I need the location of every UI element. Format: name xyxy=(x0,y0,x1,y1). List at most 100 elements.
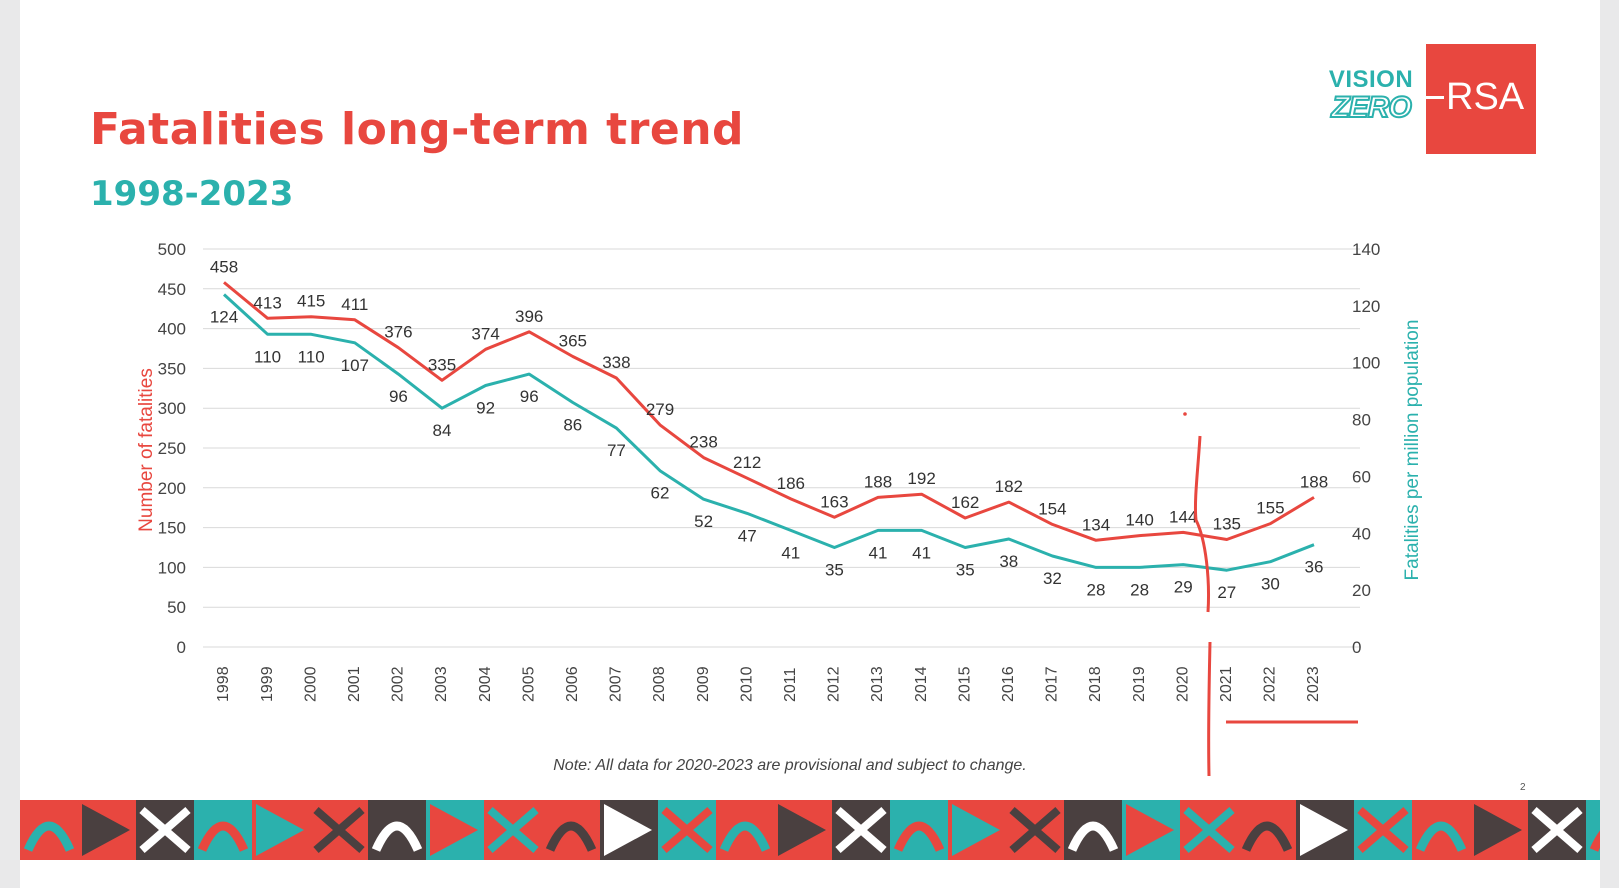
data-label-per-million: 124 xyxy=(210,307,238,326)
y2-tick-label: 120 xyxy=(1352,297,1380,316)
y2-tick-label: 140 xyxy=(1352,240,1380,259)
y-tick-label: 50 xyxy=(167,598,186,617)
y-tick-label: 0 xyxy=(177,638,186,657)
pattern-arc xyxy=(1067,821,1119,852)
y2-tick-label: 0 xyxy=(1352,638,1361,657)
y-tick-label: 400 xyxy=(158,320,186,339)
data-label-per-million: 30 xyxy=(1261,575,1280,594)
x-tick-label: 2007 xyxy=(608,666,625,702)
pattern-cross xyxy=(1009,806,1061,854)
pattern-triangle xyxy=(1474,804,1522,856)
data-label-per-million: 84 xyxy=(433,421,452,440)
data-label-fatalities: 188 xyxy=(1300,472,1328,491)
x-tick-label: 2011 xyxy=(782,667,799,702)
x-tick-label: 2002 xyxy=(390,666,407,702)
data-label-per-million: 35 xyxy=(956,561,975,580)
y-tick-label: 150 xyxy=(158,519,186,538)
data-label-fatalities: 155 xyxy=(1256,499,1284,518)
logo-vision-text: VISION xyxy=(1328,66,1414,93)
annotation-dot xyxy=(1183,412,1187,416)
pattern-triangle xyxy=(430,804,478,856)
pattern-arc xyxy=(371,821,423,852)
data-label-per-million: 32 xyxy=(1043,569,1062,588)
decorative-pattern-band xyxy=(20,800,1600,860)
pattern-arc xyxy=(1415,821,1467,852)
x-tick-label: 2001 xyxy=(346,666,363,702)
data-label-per-million: 77 xyxy=(607,441,626,460)
data-label-per-million: 41 xyxy=(912,543,931,562)
pattern-arc xyxy=(23,821,75,852)
x-tick-label: 2015 xyxy=(956,666,973,702)
series-line-fatalities xyxy=(223,281,1315,542)
data-label-fatalities: 135 xyxy=(1213,515,1241,534)
pattern-arc xyxy=(893,821,945,852)
page-number: 2 xyxy=(1520,782,1526,793)
pattern-cross xyxy=(661,806,713,854)
data-label-fatalities: 134 xyxy=(1082,515,1110,534)
pattern-cross xyxy=(1357,806,1409,854)
data-label-per-million: 29 xyxy=(1174,578,1193,597)
data-label-per-million: 92 xyxy=(476,398,495,417)
data-label-per-million: 110 xyxy=(254,347,281,366)
pattern-triangle xyxy=(952,804,1000,856)
y-tick-label: 300 xyxy=(158,399,186,418)
x-tick-label: 2006 xyxy=(564,666,581,702)
x-tick-label: 2019 xyxy=(1131,666,1148,702)
data-label-fatalities: 144 xyxy=(1169,507,1197,526)
data-label-fatalities: 338 xyxy=(602,353,630,372)
pattern-triangle xyxy=(82,804,130,856)
pattern-arc xyxy=(1241,821,1293,852)
y-axis-left: 0 50 100 150 200 250 300 350 400 450 500 xyxy=(158,240,186,657)
chart-series xyxy=(222,281,1315,572)
pattern-triangle xyxy=(1126,804,1174,856)
data-label-fatalities: 415 xyxy=(297,292,325,311)
x-tick-label: 2023 xyxy=(1305,666,1322,702)
x-tick-label: 2014 xyxy=(913,666,930,702)
data-label-fatalities: 212 xyxy=(733,453,761,472)
data-label-fatalities: 365 xyxy=(559,331,587,350)
x-tick-label: 2021 xyxy=(1218,666,1235,702)
x-tick-label: 2008 xyxy=(651,666,668,702)
y-axis-title: Number of fatalities xyxy=(136,368,157,532)
data-label-fatalities: 163 xyxy=(820,492,848,511)
x-tick-label: 2005 xyxy=(520,666,537,702)
footnote: Note: All data for 2020-2023 are provisi… xyxy=(553,757,1027,774)
data-label-fatalities: 162 xyxy=(951,493,979,512)
fatalities-chart: 0 50 100 150 200 250 300 350 400 450 500 0 20 40 60 80… xyxy=(136,240,1423,777)
rsa-logo-text: RSA xyxy=(1446,76,1525,118)
x-tick-label: 1998 xyxy=(215,666,232,702)
x-tick-label: 2012 xyxy=(826,666,843,702)
pattern-cross xyxy=(487,806,539,854)
pattern-cross xyxy=(1183,806,1235,854)
y-tick-label: 100 xyxy=(158,558,186,577)
data-label-per-million: 62 xyxy=(651,484,670,503)
logo-zero-text: ZERO xyxy=(1330,91,1412,124)
x-tick-label: 1999 xyxy=(259,666,276,702)
x-tick-label: 2010 xyxy=(738,666,755,702)
data-label-fatalities: 154 xyxy=(1038,499,1066,518)
x-tick-label: 2018 xyxy=(1087,666,1104,702)
pattern-cross xyxy=(1531,806,1583,854)
y-axis-right: 0 20 40 60 80 100 120 140 xyxy=(1352,240,1380,657)
pattern-triangle xyxy=(1300,804,1348,856)
data-label-fatalities: 238 xyxy=(689,433,717,452)
y2-tick-label: 60 xyxy=(1352,467,1371,486)
pattern-cross xyxy=(835,806,887,854)
x-tick-label: 2022 xyxy=(1262,666,1279,702)
data-label-per-million: 38 xyxy=(999,552,1018,571)
y-tick-label: 450 xyxy=(158,280,186,299)
y2-tick-label: 100 xyxy=(1352,354,1380,373)
x-tick-label: 2000 xyxy=(302,666,319,702)
pattern-triangle xyxy=(256,804,304,856)
x-tick-label: 2017 xyxy=(1044,666,1061,702)
pattern-arc xyxy=(1589,830,1600,852)
data-label-per-million: 107 xyxy=(341,356,369,375)
data-label-per-million: 96 xyxy=(389,387,408,406)
x-tick-label: 2016 xyxy=(1000,666,1017,702)
data-label-per-million: 28 xyxy=(1087,580,1106,599)
slide: Fatalities long-term trend 1998-2023 VIS… xyxy=(20,0,1600,888)
pattern-arc xyxy=(545,821,597,852)
data-label-per-million: 47 xyxy=(738,526,757,545)
data-label-per-million: 52 xyxy=(694,512,713,531)
